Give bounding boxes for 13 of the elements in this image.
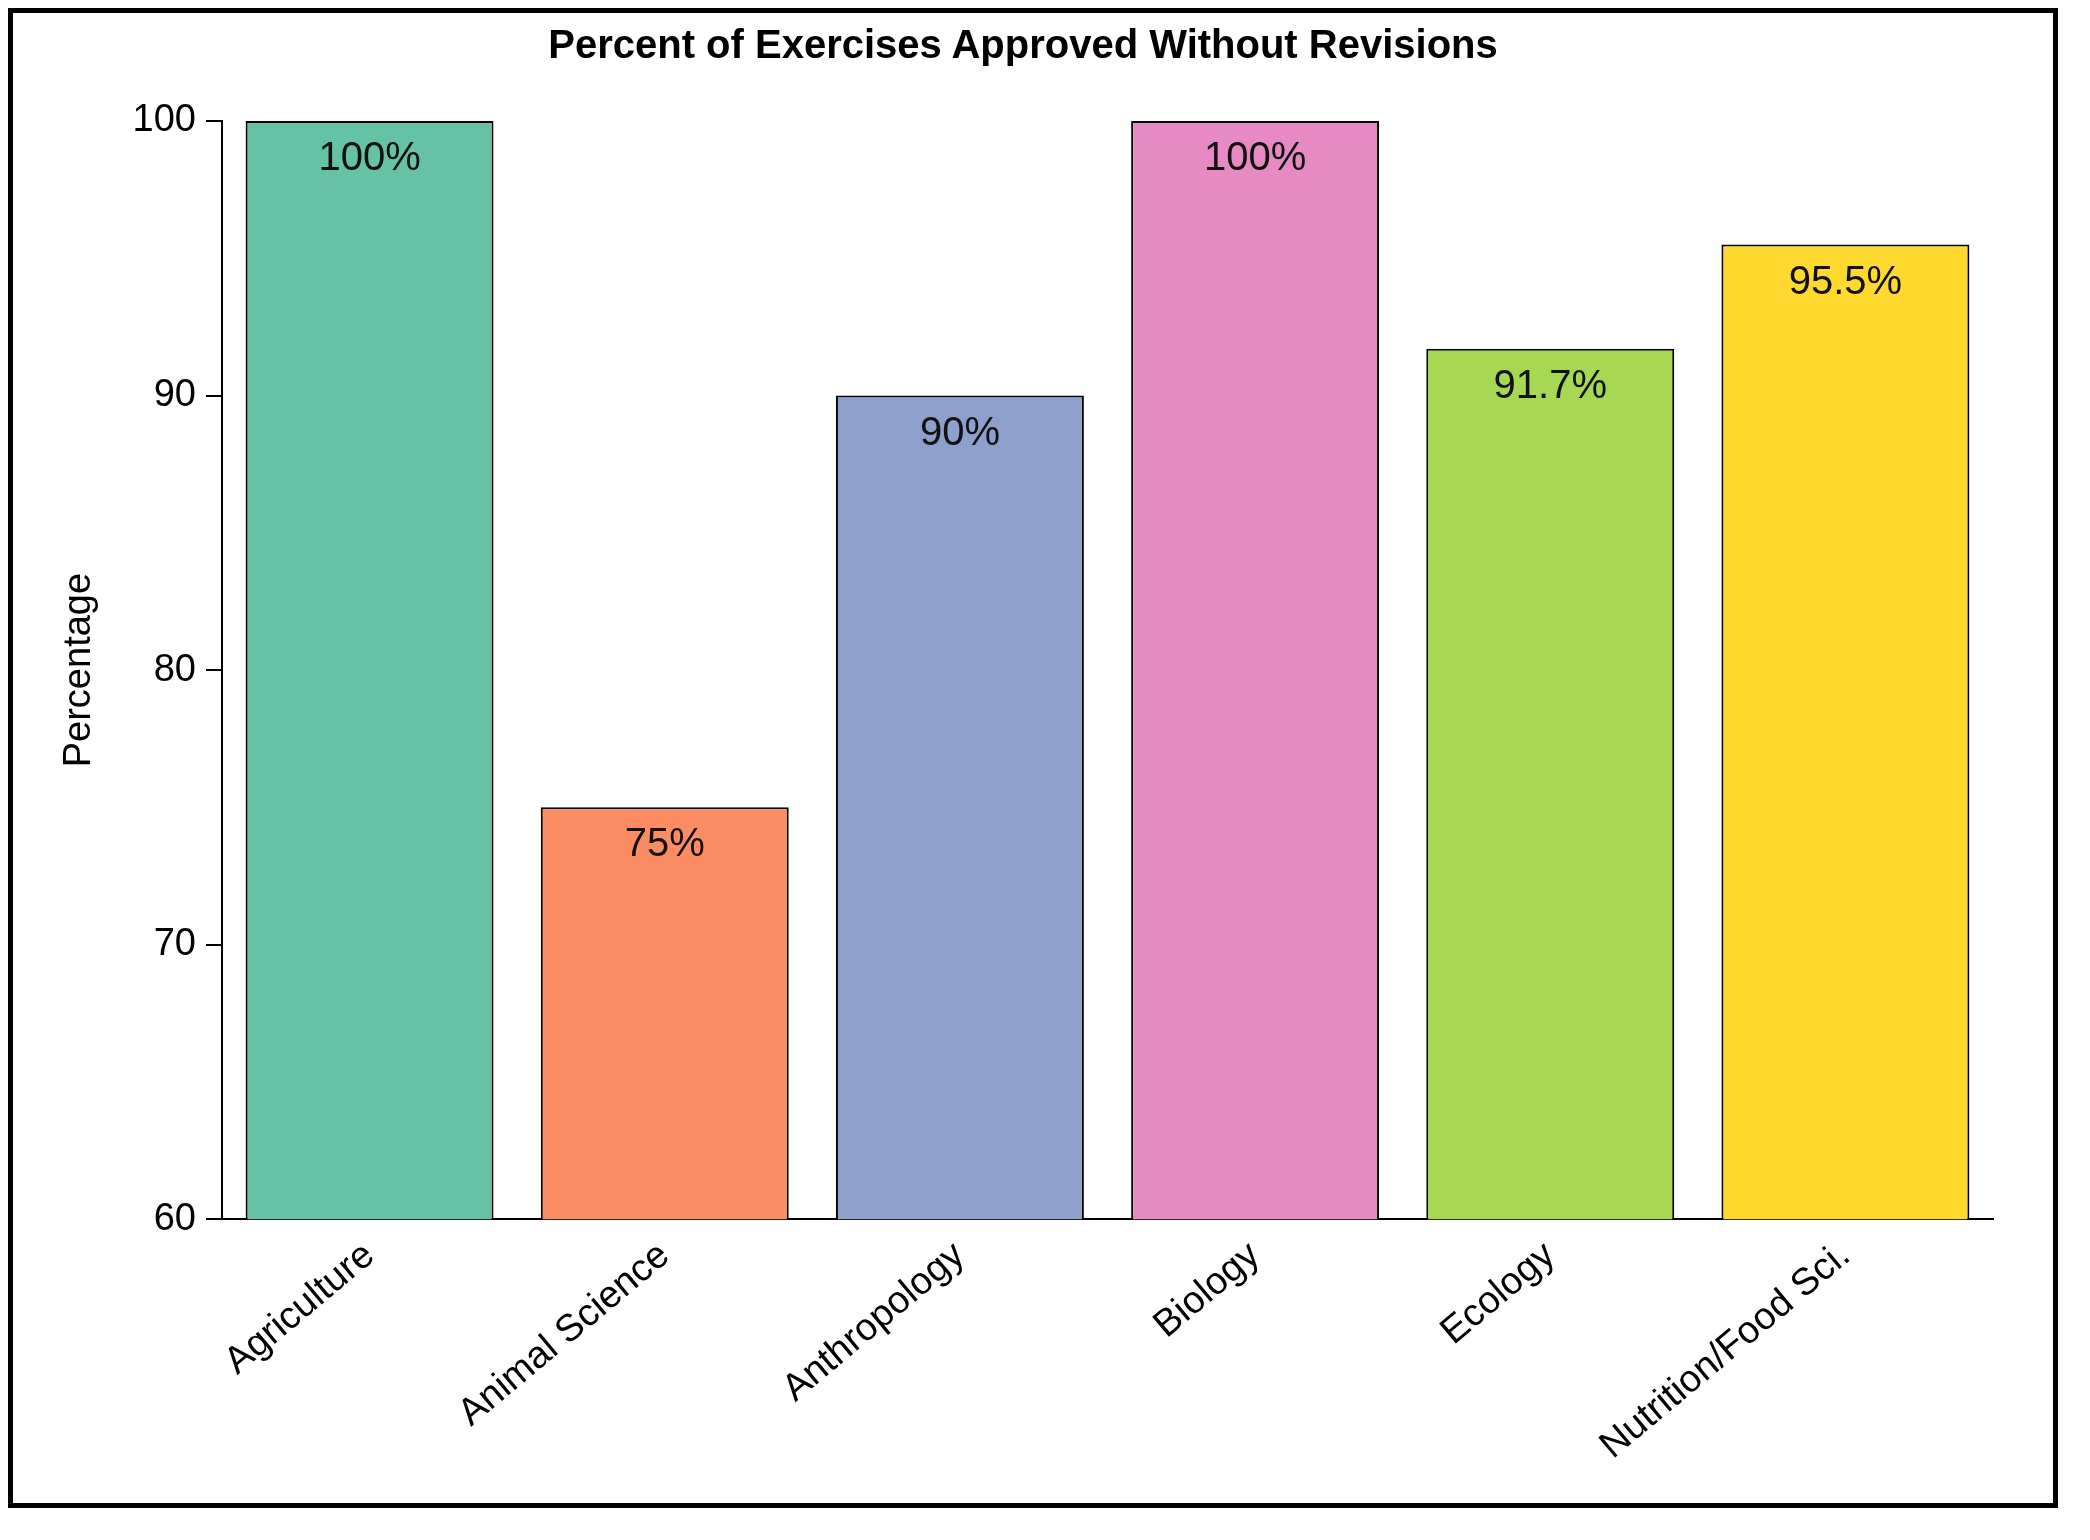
data-label: 90% [919, 408, 1000, 453]
data-label: 91.7% [1493, 361, 1607, 406]
y-tick-label: 70 [153, 921, 196, 964]
y-tick-label: 80 [153, 646, 196, 689]
y-tick-label: 60 [153, 1195, 196, 1238]
data-label: 100% [1203, 134, 1307, 179]
data-label: 75% [624, 820, 705, 865]
y-axis-title: Percentage [56, 572, 99, 768]
y-tick-label: 90 [153, 372, 196, 415]
data-label: 100% [318, 134, 421, 179]
y-tick-label: 100 [132, 97, 196, 140]
data-label: 95.5% [1788, 257, 1903, 302]
chart-title: Percent of Exercises Approved Without Revisions [548, 22, 1498, 67]
